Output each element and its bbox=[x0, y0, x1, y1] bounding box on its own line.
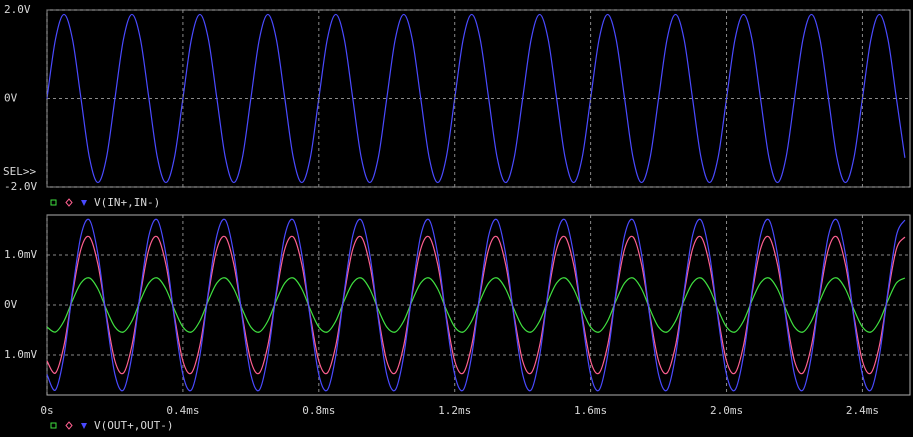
legend-square bbox=[50, 422, 57, 429]
selection-marker: SEL>> bbox=[3, 165, 36, 178]
legend-diamond bbox=[65, 421, 73, 430]
x-tick-label: 0.8ms bbox=[302, 404, 335, 417]
y-tick-label: 2.0V bbox=[4, 3, 31, 16]
legend-triangle bbox=[81, 423, 87, 429]
legend-diamond bbox=[65, 198, 73, 207]
y-tick-label: 0V bbox=[4, 298, 18, 311]
legend-label: V(IN+,IN-) bbox=[94, 196, 160, 209]
y-tick-label: 1.0mV bbox=[4, 348, 37, 361]
x-tick-label: 2.4ms bbox=[846, 404, 879, 417]
y-tick-label: -2.0V bbox=[4, 180, 37, 193]
x-tick-label: 0.4ms bbox=[166, 404, 199, 417]
x-tick-label: 1.6ms bbox=[574, 404, 607, 417]
x-tick-label: 0s bbox=[40, 404, 53, 417]
legend-triangle bbox=[81, 200, 87, 206]
legend-symbols-top bbox=[50, 198, 87, 207]
legend-square bbox=[50, 199, 57, 206]
plots: 2.0V 0V -2.0V 1.0mV 0V 1.0mV 0s 0.4ms 0.8ms 1.2ms… bbox=[4, 3, 911, 417]
trace bbox=[46, 13, 906, 184]
x-tick-label: 1.2ms bbox=[438, 404, 471, 417]
y-tick-label: 1.0mV bbox=[4, 248, 37, 261]
legend-symbols-bottom bbox=[50, 421, 87, 430]
y-tick-label: 0V bbox=[4, 92, 18, 105]
trace bbox=[46, 277, 906, 333]
trace bbox=[46, 218, 906, 392]
legend-label: V(OUT+,OUT-) bbox=[94, 419, 173, 432]
x-tick-label: 2.0ms bbox=[710, 404, 743, 417]
